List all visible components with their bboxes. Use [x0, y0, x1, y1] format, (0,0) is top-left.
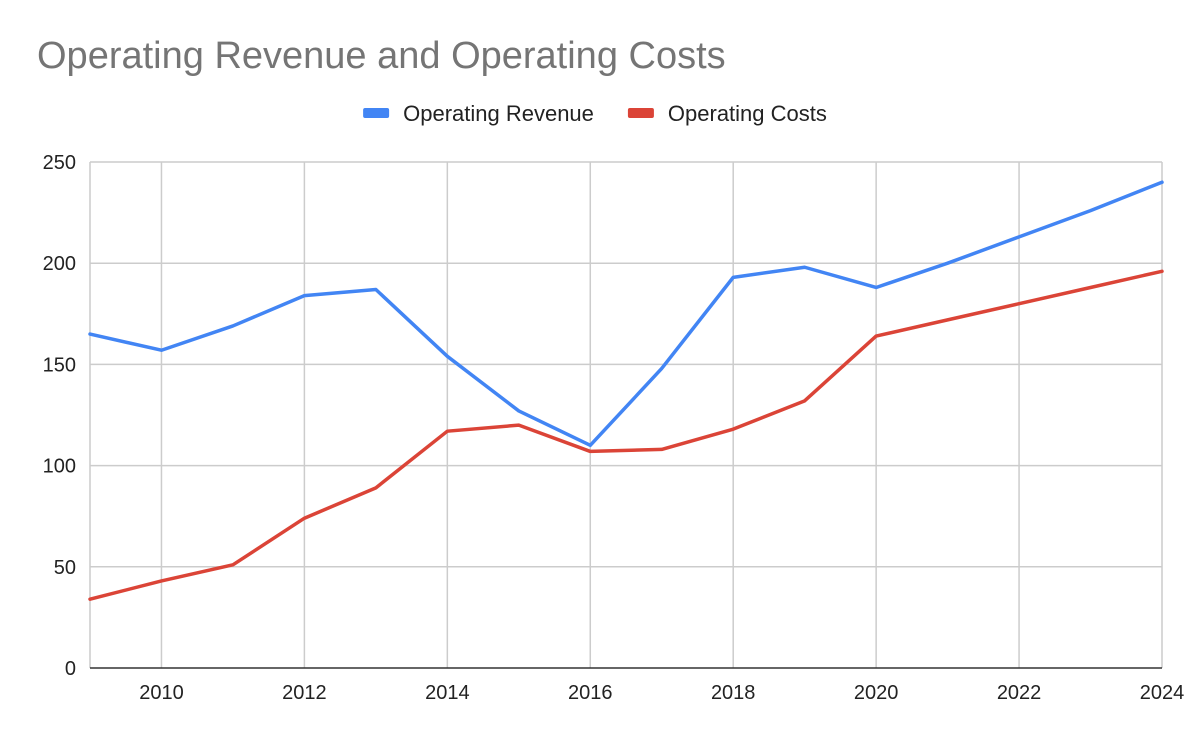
legend-swatch: [627, 108, 654, 118]
series-line-operating-revenue: [88, 180, 1164, 448]
y-axis-ticks: 0 50 100 150 200 250: [43, 152, 76, 680]
legend: Operating Revenue Operating Costs: [363, 101, 827, 126]
y-tick-label: 250: [43, 152, 76, 174]
y-tick-label: 150: [43, 354, 76, 376]
gridlines: [89, 161, 1163, 668]
y-tick-label: 200: [43, 253, 76, 275]
legend-swatch: [363, 108, 390, 118]
x-axis-ticks: 2010 2012 2014 2016 2018 2020 2022 2024: [139, 682, 1184, 704]
x-tick-label: 2012: [282, 682, 327, 704]
y-tick-label: 0: [65, 658, 76, 680]
legend-item-operating-costs: Operating Costs: [627, 101, 827, 126]
x-tick-label: 2018: [711, 682, 756, 704]
legend-label: Operating Revenue: [403, 101, 594, 126]
series-line-operating-costs: [88, 269, 1164, 601]
legend-label: Operating Costs: [668, 101, 827, 126]
x-tick-label: 2024: [1140, 682, 1185, 704]
y-tick-label: 100: [43, 456, 76, 478]
x-tick-label: 2022: [997, 682, 1042, 704]
chart-title: Operating Revenue and Operating Costs: [37, 35, 726, 77]
x-tick-label: 2010: [139, 682, 184, 704]
y-tick-label: 50: [54, 557, 76, 579]
legend-item-operating-revenue: Operating Revenue: [363, 101, 594, 126]
series-lines: [88, 180, 1164, 601]
x-tick-label: 2014: [425, 682, 470, 704]
x-tick-label: 2020: [854, 682, 899, 704]
x-tick-label: 2016: [568, 682, 613, 704]
